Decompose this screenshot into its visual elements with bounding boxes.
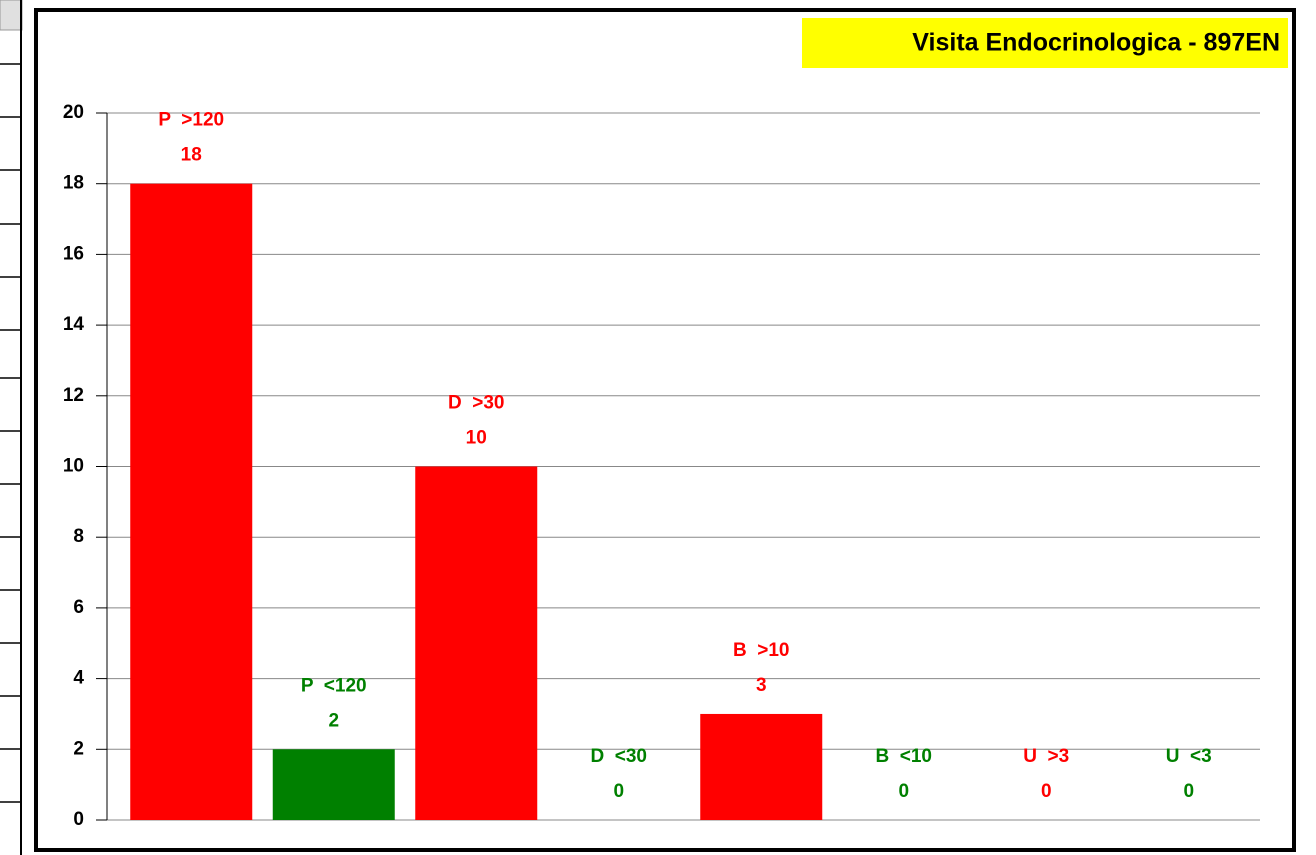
y-tick-label: 12 — [63, 385, 84, 406]
data-value-label: 3 — [756, 675, 767, 696]
sheet-header — [0, 0, 23, 31]
sheet-strip — [0, 0, 23, 855]
y-tick-label: 16 — [63, 243, 84, 264]
data-value-label: 2 — [328, 710, 339, 731]
data-category-label: U >3 — [1023, 746, 1069, 767]
data-category-label: D >30 — [448, 393, 505, 414]
y-tick-label: 4 — [73, 668, 84, 689]
y-tick-label: 0 — [73, 809, 84, 830]
data-category-label: D <30 — [590, 746, 647, 767]
y-tick-label: 6 — [73, 597, 84, 618]
y-tick-label: 2 — [73, 738, 84, 759]
bar — [700, 713, 823, 820]
title-box — [802, 18, 1288, 68]
data-value-label: 18 — [181, 145, 202, 166]
y-tick-label: 20 — [63, 102, 84, 123]
data-category-label: B <10 — [875, 746, 932, 767]
data-value-label: 0 — [898, 781, 909, 802]
bar — [415, 466, 538, 820]
data-category-label: U <3 — [1166, 746, 1212, 767]
y-tick-label: 8 — [73, 526, 84, 547]
data-value-label: 0 — [613, 781, 624, 802]
bar — [272, 749, 395, 820]
data-value-label: 10 — [466, 428, 487, 449]
data-category-label: B >10 — [733, 640, 790, 661]
y-tick-label: 10 — [63, 456, 84, 477]
y-tick-label: 18 — [63, 173, 84, 194]
data-value-label: 0 — [1041, 781, 1052, 802]
chart-title: Visita Endocrinologica - 897EN — [912, 29, 1280, 57]
bar — [130, 183, 253, 820]
sheet-rows — [0, 63, 22, 803]
y-tick-label: 14 — [63, 314, 85, 335]
data-value-label: 0 — [1183, 781, 1194, 802]
data-category-label: P <120 — [301, 675, 367, 696]
data-category-label: P >120 — [158, 110, 224, 131]
plot: 0 2 4 6 8 10 12 14 16 18 20 P >120 18 P <120 2 D >30 10 D… — [63, 102, 1260, 830]
